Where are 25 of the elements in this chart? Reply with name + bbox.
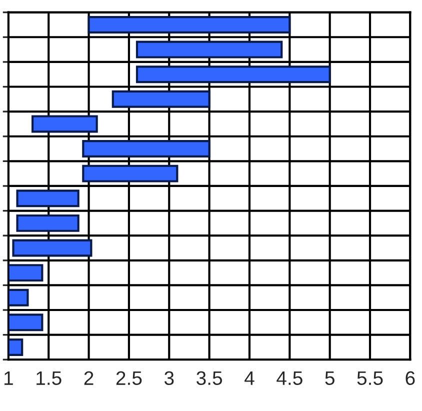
x-tick-label: 1: [4, 371, 13, 385]
bar: [82, 140, 210, 158]
bar: [8, 264, 44, 282]
x-tick-label: 5.5: [357, 371, 383, 386]
bar: [8, 288, 29, 306]
x-tick-label: 4: [244, 371, 254, 385]
bar: [16, 214, 80, 232]
bar: [112, 90, 210, 108]
x-tick-label: 6: [406, 371, 415, 386]
x-tick-label: 3.5: [196, 371, 222, 386]
x-tick-label: 3: [164, 371, 174, 386]
x-tick-label: 1.5: [36, 371, 62, 386]
bar: [32, 115, 98, 133]
x-tick-label: 2: [84, 371, 94, 385]
bar: [8, 338, 24, 356]
bar: [82, 164, 178, 182]
x-tick-label: 4.5: [276, 371, 302, 386]
bar: [8, 314, 44, 332]
bar: [16, 190, 80, 208]
bar: [88, 16, 291, 34]
bar: [136, 40, 283, 58]
x-tick-label: 2.5: [116, 371, 142, 386]
x-tick-label: 5: [325, 371, 334, 386]
bar: [136, 66, 331, 84]
bar: [12, 239, 92, 257]
